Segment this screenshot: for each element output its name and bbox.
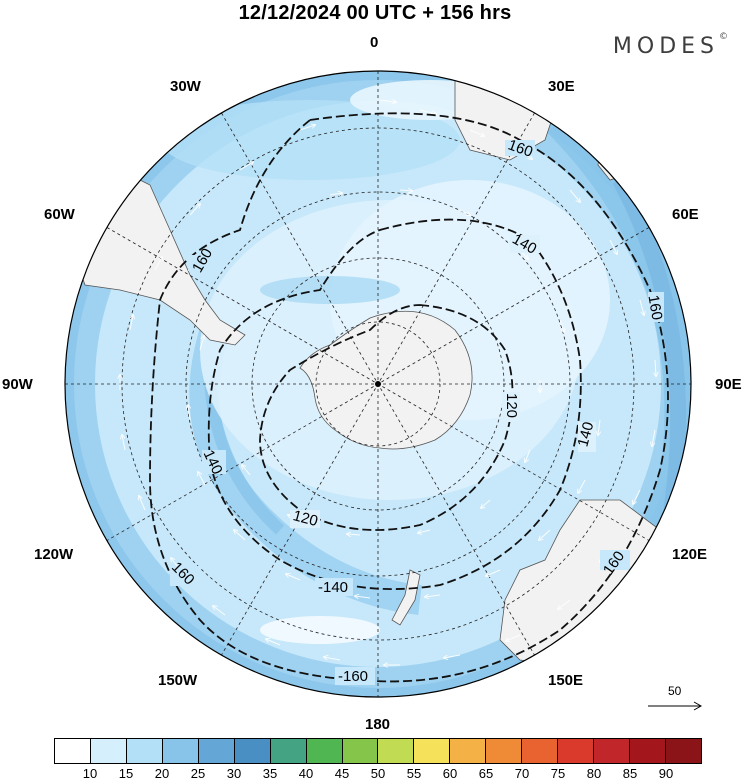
contour-label: 120	[291, 507, 320, 530]
colorbar-swatch	[306, 739, 343, 763]
meridian-label-150e: 150E	[548, 672, 584, 689]
contour-label: -160	[338, 668, 368, 685]
colorbar-swatch	[450, 739, 487, 763]
colorbar-tick-label: 55	[406, 766, 422, 781]
colorbar-swatch	[378, 739, 415, 763]
colorbar-tick-label: 65	[478, 766, 494, 781]
map-title: 12/12/2024 00 UTC + 156 hrs	[238, 2, 512, 24]
colorbar-tick-label: 10	[82, 766, 98, 781]
colorbar-tick-label: 30	[226, 766, 242, 781]
meridian-label-120w: 120W	[34, 546, 74, 563]
colorbar-tick-label: 85	[622, 766, 638, 781]
colorbar-tick-label: 75	[550, 766, 566, 781]
meridian-label-30e: 30E	[548, 78, 575, 95]
contour-label: 140	[574, 420, 597, 449]
meridian-label-120e: 120E	[672, 546, 708, 563]
colorbar-tick-label: 60	[442, 766, 458, 781]
colorbar-swatch	[55, 739, 91, 763]
map-boundary	[64, 70, 692, 698]
colorbar-swatch	[162, 739, 199, 763]
colorbar-tick-label: 35	[262, 766, 278, 781]
contour-lines	[149, 112, 669, 683]
colorbar-swatch	[594, 739, 630, 763]
reference-vector-label: 50	[668, 684, 682, 698]
contour-140	[207, 218, 582, 590]
colorbar-swatch	[342, 739, 379, 763]
contour-160	[149, 112, 669, 683]
colorbar-swatch	[522, 739, 559, 763]
colorbar-tick-label: 70	[514, 766, 530, 781]
meridian-label-90w: 90W	[2, 376, 33, 393]
colorbar-tick-label: 25	[190, 766, 206, 781]
colorbar-tick-label: 80	[586, 766, 602, 781]
reference-vector: 50	[648, 684, 708, 716]
meridian-label-90e: 90E	[715, 376, 742, 393]
colorbar-ticks: 10 15 20 25 30 35 40 45 50 55 60 65 70 75 80 85 90	[54, 766, 702, 782]
colorbar-swatch	[665, 739, 701, 763]
contour-label: 160	[644, 294, 665, 322]
colorbar-swatch	[630, 739, 666, 763]
colorbar-swatch	[270, 739, 307, 763]
meridian-label-60e: 60E	[672, 206, 699, 223]
colorbar	[54, 738, 702, 764]
contour-label-group: 160 160 160 160 160 -160 140 140 140 -14…	[168, 136, 665, 685]
colorbar-swatch	[414, 739, 451, 763]
meridian-label-0: 0	[370, 34, 379, 51]
modes-logo: MODES©	[612, 32, 728, 59]
colorbar-swatch	[558, 739, 595, 763]
pole-marker	[375, 381, 381, 387]
meridian-label-180: 180	[365, 716, 391, 733]
contour-label: -140	[318, 579, 348, 596]
colorbar-tick-label: 50	[370, 766, 386, 781]
colorbar-swatch	[234, 739, 271, 763]
colorbar-tick-label: 20	[154, 766, 170, 781]
contour-120	[259, 304, 514, 531]
colorbar-tick-label: 15	[118, 766, 134, 781]
colorbar-tick-label: 45	[334, 766, 350, 781]
meridian-label-30w: 30W	[170, 78, 201, 95]
colorbar-tick-label: 40	[298, 766, 314, 781]
colorbar-swatch	[126, 739, 163, 763]
reference-arrow-icon	[648, 701, 703, 711]
antarctica-land	[299, 310, 473, 450]
colorbar-swatch	[90, 739, 127, 763]
meridian-label-150w: 150W	[158, 672, 198, 689]
colorbar-tick-label: 90	[658, 766, 674, 781]
colorbar-swatch	[486, 739, 523, 763]
contour-label: 120	[503, 393, 520, 418]
meridian-label-60w: 60W	[44, 206, 75, 223]
colorbar-swatch	[198, 739, 235, 763]
